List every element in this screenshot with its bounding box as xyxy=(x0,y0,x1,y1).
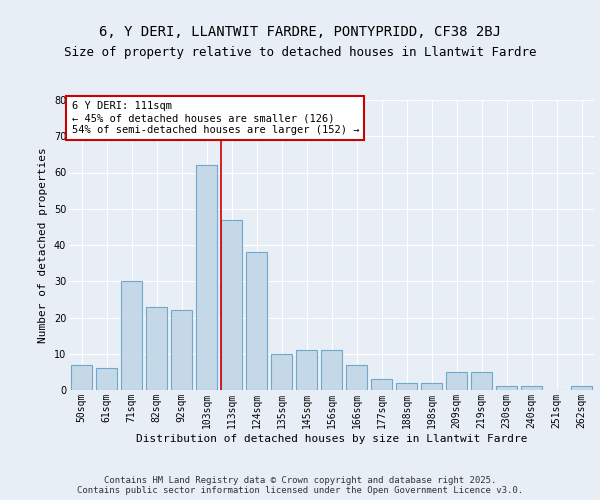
Bar xyxy=(221,220,242,390)
Y-axis label: Number of detached properties: Number of detached properties xyxy=(38,147,48,343)
Bar xyxy=(121,281,142,390)
Bar xyxy=(446,372,467,390)
Bar xyxy=(296,350,317,390)
Bar xyxy=(371,379,392,390)
X-axis label: Distribution of detached houses by size in Llantwit Fardre: Distribution of detached houses by size … xyxy=(136,434,527,444)
Text: 6 Y DERI: 111sqm
← 45% of detached houses are smaller (126)
54% of semi-detached: 6 Y DERI: 111sqm ← 45% of detached house… xyxy=(71,102,359,134)
Bar xyxy=(396,383,417,390)
Bar xyxy=(321,350,342,390)
Bar xyxy=(271,354,292,390)
Bar xyxy=(346,364,367,390)
Bar xyxy=(571,386,592,390)
Bar xyxy=(521,386,542,390)
Bar xyxy=(96,368,117,390)
Bar xyxy=(246,252,267,390)
Text: Size of property relative to detached houses in Llantwit Fardre: Size of property relative to detached ho… xyxy=(64,46,536,59)
Text: 6, Y DERI, LLANTWIT FARDRE, PONTYPRIDD, CF38 2BJ: 6, Y DERI, LLANTWIT FARDRE, PONTYPRIDD, … xyxy=(99,26,501,40)
Bar xyxy=(496,386,517,390)
Bar xyxy=(171,310,192,390)
Bar xyxy=(421,383,442,390)
Text: Contains HM Land Registry data © Crown copyright and database right 2025.
Contai: Contains HM Land Registry data © Crown c… xyxy=(77,476,523,495)
Bar xyxy=(196,165,217,390)
Bar xyxy=(71,364,92,390)
Bar xyxy=(146,306,167,390)
Bar xyxy=(471,372,492,390)
